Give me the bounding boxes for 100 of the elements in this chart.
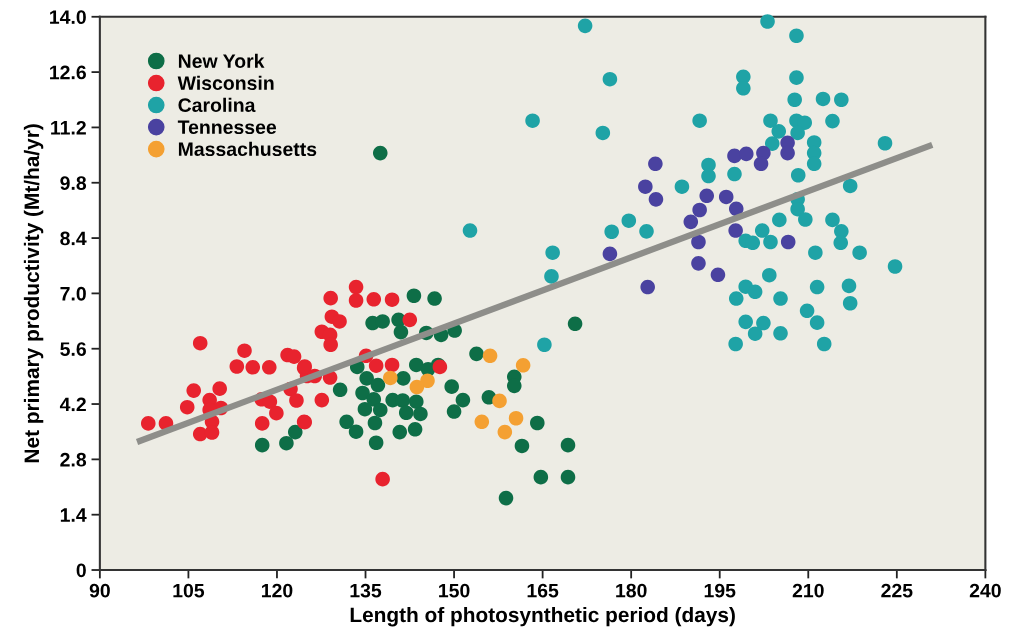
x-axis-title: Length of photosynthetic period (days) xyxy=(350,606,735,627)
point xyxy=(409,394,424,409)
point xyxy=(409,379,425,395)
point xyxy=(357,401,373,417)
point xyxy=(560,469,576,485)
point xyxy=(710,267,726,283)
point xyxy=(444,379,459,394)
point xyxy=(262,360,277,375)
point xyxy=(406,288,422,304)
x-tick-label: 135 xyxy=(350,583,382,598)
point xyxy=(368,358,384,373)
point xyxy=(375,314,390,329)
point xyxy=(359,371,374,386)
point xyxy=(402,312,418,328)
point xyxy=(530,415,545,431)
point xyxy=(691,256,706,271)
point xyxy=(718,189,734,205)
point xyxy=(368,435,384,451)
point xyxy=(753,156,769,172)
point xyxy=(366,292,382,307)
point xyxy=(323,290,338,306)
point xyxy=(446,404,462,419)
point xyxy=(492,393,507,409)
point xyxy=(254,437,270,453)
point xyxy=(367,415,383,431)
point xyxy=(384,292,400,307)
point xyxy=(728,201,744,217)
point xyxy=(728,223,743,238)
y-tick-label: 11.2 xyxy=(51,120,86,135)
point xyxy=(323,337,338,353)
point xyxy=(398,405,414,421)
point xyxy=(372,145,388,161)
legend-label: Massachusetts xyxy=(178,141,317,157)
point xyxy=(533,469,549,485)
point xyxy=(384,357,400,373)
legend-label: Wisconsin xyxy=(177,75,274,91)
x-tick-label: 195 xyxy=(704,583,736,598)
point xyxy=(648,192,664,207)
x-tick-label: 105 xyxy=(173,583,205,598)
point xyxy=(692,202,707,218)
y-tick-label: 7.0 xyxy=(60,286,86,301)
point xyxy=(179,399,195,415)
point xyxy=(372,402,388,418)
point xyxy=(474,414,490,430)
point xyxy=(245,360,261,375)
point xyxy=(739,146,754,162)
point xyxy=(420,373,435,389)
x-tick-label: 180 xyxy=(616,583,647,598)
point xyxy=(204,425,220,440)
point xyxy=(297,414,312,430)
x-tick-label: 165 xyxy=(527,583,559,598)
point xyxy=(567,316,583,332)
y-tick-label: 12.6 xyxy=(50,65,86,80)
point xyxy=(332,314,347,329)
y-tick-label: 4.2 xyxy=(59,397,86,412)
point xyxy=(339,414,354,430)
x-tick-label: 120 xyxy=(261,583,293,598)
point xyxy=(192,335,208,351)
point xyxy=(396,371,411,386)
point xyxy=(269,405,284,421)
point xyxy=(497,424,513,440)
y-tick-label: 8.4 xyxy=(60,231,87,246)
point xyxy=(229,359,245,374)
point xyxy=(140,416,156,431)
point xyxy=(393,324,409,340)
point xyxy=(683,214,699,230)
legend-label: New York xyxy=(178,53,265,68)
point xyxy=(638,179,653,194)
x-tick-label: 150 xyxy=(439,583,470,598)
point xyxy=(348,279,364,295)
y-axis-title: Net primary productivity (Mt/ha/yr) xyxy=(23,124,44,463)
point xyxy=(640,279,655,295)
point xyxy=(498,490,514,506)
point xyxy=(515,358,531,373)
point xyxy=(407,422,423,437)
point xyxy=(514,438,530,454)
point xyxy=(375,471,390,487)
point xyxy=(560,437,576,453)
point xyxy=(212,381,227,396)
y-tick-label: 2.8 xyxy=(60,452,87,467)
point xyxy=(289,393,304,408)
y-tick-label: 0 xyxy=(76,563,86,578)
y-tick-label: 9.8 xyxy=(60,176,87,190)
x-tick-label: 225 xyxy=(881,583,913,598)
point xyxy=(427,291,442,306)
x-tick-label: 210 xyxy=(792,583,824,598)
point xyxy=(348,424,364,439)
point xyxy=(409,357,424,373)
legend-label: Carolina xyxy=(178,97,256,113)
point xyxy=(395,393,410,408)
point xyxy=(699,188,715,204)
point xyxy=(314,392,330,408)
point xyxy=(355,385,370,401)
point xyxy=(383,370,398,386)
point xyxy=(413,406,428,422)
point xyxy=(287,424,303,440)
point xyxy=(348,293,364,308)
point xyxy=(370,377,386,393)
x-tick-label: 240 xyxy=(969,583,1001,598)
point xyxy=(237,343,252,358)
